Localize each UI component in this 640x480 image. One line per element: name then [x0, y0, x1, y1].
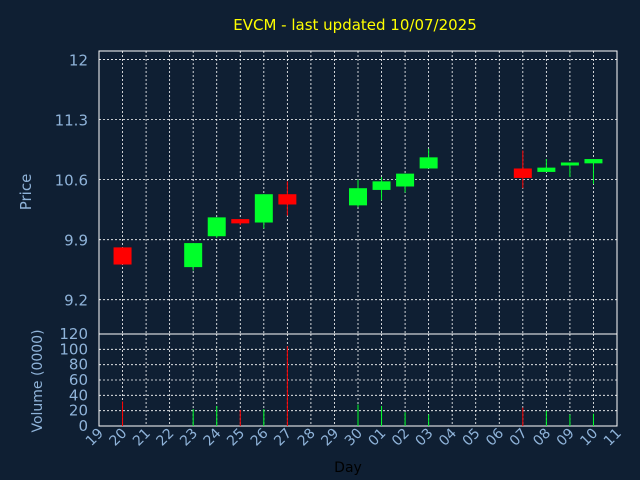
candle-body: [396, 173, 415, 187]
volume-tick-label: 0: [78, 417, 88, 435]
day-tick-label: 30: [342, 426, 366, 450]
volume-bar: [263, 409, 265, 426]
day-tick-label: 21: [130, 426, 154, 450]
price-tick-label: 12: [69, 52, 88, 70]
day-tick-label: 05: [460, 426, 484, 450]
candle-body: [419, 157, 438, 169]
day-tick-label: 07: [507, 426, 531, 450]
candle-body: [513, 168, 532, 178]
day-tick-label: 20: [106, 426, 130, 450]
volume-bar: [522, 407, 524, 426]
price-tick-label: 9.2: [64, 292, 88, 310]
day-tick-label: 22: [154, 426, 178, 450]
volume-bar: [545, 410, 547, 426]
candlesticks: [113, 148, 603, 271]
candle-body: [560, 162, 579, 166]
candle-body: [537, 167, 556, 172]
volume-tick-label: 80: [69, 356, 88, 374]
chart-title: EVCM - last updated 10/07/2025: [233, 16, 477, 34]
price-tick-label: 9.9: [64, 232, 88, 250]
volume-bar: [122, 401, 124, 426]
volume-bar: [286, 346, 288, 426]
volume-bar: [239, 409, 241, 426]
candle-body: [231, 219, 250, 224]
candle-body: [184, 243, 203, 268]
volume-bars: [122, 346, 594, 426]
price-axis-label: Price: [17, 174, 35, 211]
day-tick-label: 25: [224, 426, 248, 450]
price-tick-labels: 9.2 9.9 10.6 11.3 12: [55, 52, 88, 310]
candle-body: [278, 194, 297, 205]
day-tick-label: 06: [483, 425, 507, 449]
volume-bar: [192, 409, 194, 426]
candle-body: [584, 159, 603, 164]
day-tick-label: 04: [436, 425, 460, 449]
day-tick-label: 02: [389, 426, 413, 450]
volume-bar: [357, 404, 359, 426]
volume-bar: [216, 406, 218, 426]
candle-body: [349, 188, 367, 206]
volume-tick-label: 40: [69, 386, 88, 404]
day-tick-label: 24: [201, 425, 225, 449]
volume-tick-label: 20: [69, 402, 88, 420]
day-tick-label: 01: [365, 426, 389, 450]
day-tick-label: 26: [248, 425, 272, 449]
candle-body: [113, 247, 132, 265]
volume-bar: [404, 412, 406, 426]
price-tick-label: 11.3: [55, 112, 88, 130]
day-tick-label: 11: [601, 426, 625, 450]
day-tick-label: 28: [295, 426, 319, 450]
volume-bar: [428, 414, 430, 426]
volume-bar: [381, 406, 383, 426]
day-tick-label: 09: [554, 426, 578, 450]
volume-tick-label: 60: [69, 371, 88, 389]
candle-body: [372, 181, 391, 190]
price-tick-label: 10.6: [55, 172, 88, 190]
day-tick-label: 27: [271, 426, 295, 450]
day-tick-labels: 19 20 21 22 23 24 25 26 27 28 29 30 01 02 03 04 05 06 07 08…: [83, 425, 625, 449]
candle-body: [254, 194, 273, 223]
candle-body: [207, 217, 226, 237]
day-tick-label: 23: [177, 426, 201, 450]
volume-tick-label: 100: [59, 340, 88, 358]
day-tick-label: 29: [318, 426, 342, 450]
day-axis-label: Day: [334, 460, 362, 476]
volume-bar: [569, 414, 571, 426]
volume-tick-label: 120: [59, 325, 88, 343]
day-tick-label: 10: [577, 426, 601, 450]
volume-bar: [592, 413, 594, 426]
day-tick-label: 03: [413, 426, 437, 450]
volume-axis-label: Volume (0000): [30, 329, 46, 432]
day-tick-label: 08: [530, 426, 554, 450]
